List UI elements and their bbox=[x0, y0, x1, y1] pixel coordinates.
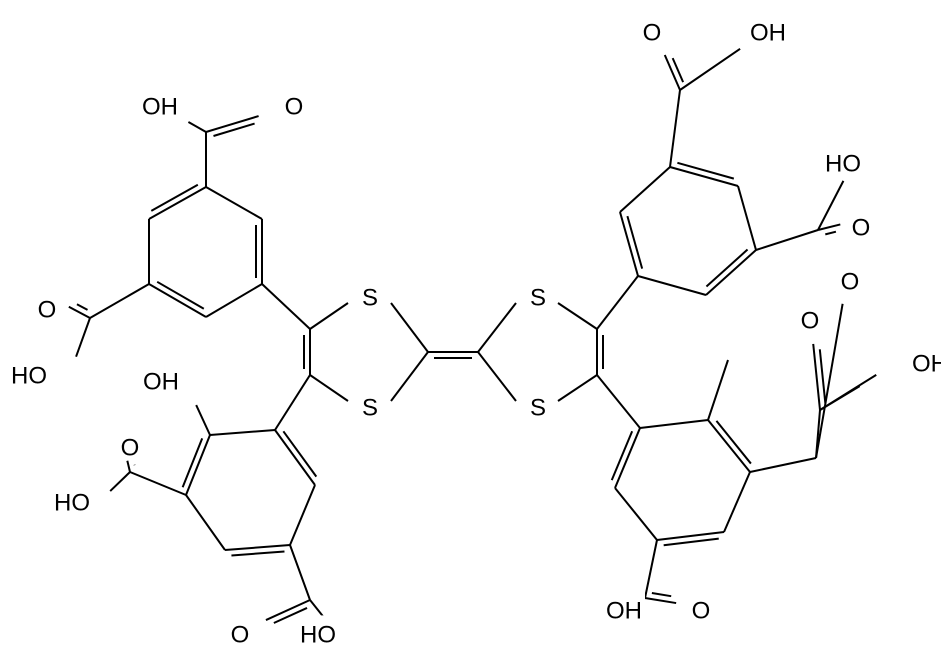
atom-label: S bbox=[362, 394, 378, 421]
atom-label: HO bbox=[11, 362, 47, 389]
atom-label: O bbox=[285, 93, 304, 120]
atom-label: O bbox=[801, 307, 820, 334]
atom-label: OH bbox=[606, 597, 642, 624]
atom-label: O bbox=[643, 19, 662, 46]
atom-label: O bbox=[852, 214, 871, 241]
atom-label: S bbox=[530, 394, 546, 421]
atom-label: HO bbox=[54, 489, 90, 516]
molecular-structure-diagram: SSSSOOOOOOOOOHHOOHHOOHHOOHOHHOO bbox=[0, 0, 941, 656]
atom-label: O bbox=[121, 434, 140, 461]
atom-label: O bbox=[841, 268, 860, 295]
atom-label: OH bbox=[142, 93, 178, 120]
atom-label: OH bbox=[912, 350, 941, 377]
atom-label: HO bbox=[825, 150, 861, 177]
atom-label: OH bbox=[143, 368, 179, 395]
atom-label: HO bbox=[300, 621, 336, 648]
atom-label: O bbox=[231, 621, 250, 648]
atom-label: S bbox=[362, 284, 378, 311]
atom-label: S bbox=[530, 284, 546, 311]
atom-label: O bbox=[692, 597, 711, 624]
atom-label: O bbox=[38, 296, 57, 323]
atom-label: OH bbox=[750, 19, 786, 46]
